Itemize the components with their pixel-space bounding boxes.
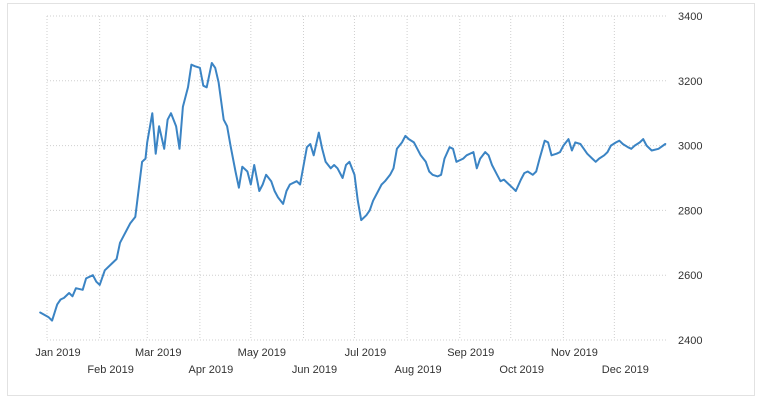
x-tick-label: Mar 2019 bbox=[135, 347, 181, 359]
x-tick-label: May 2019 bbox=[238, 347, 286, 359]
x-tick-label: Jun 2019 bbox=[292, 364, 337, 376]
x-tick-label: Jan 2019 bbox=[35, 347, 80, 359]
x-tick-label: Jul 2019 bbox=[345, 347, 387, 359]
chart-frame bbox=[7, 3, 755, 396]
x-tick-label: Dec 2019 bbox=[602, 364, 649, 376]
grid-layer bbox=[46, 15, 667, 341]
tick-label-layer: 2400 2600 2800 3000 3200 3400 Jan 2019 Feb 2019… bbox=[35, 11, 702, 376]
y-tick-label: 2600 bbox=[678, 270, 702, 282]
y-tick-label: 3200 bbox=[678, 76, 702, 88]
x-tick-label: Feb 2019 bbox=[87, 364, 133, 376]
series-line bbox=[39, 62, 667, 322]
x-tick-label: Aug 2019 bbox=[395, 364, 442, 376]
y-tick-label: 2800 bbox=[678, 205, 702, 217]
x-tick-label: Nov 2019 bbox=[551, 347, 598, 359]
y-tick-label: 3000 bbox=[678, 141, 702, 153]
x-tick-label: Apr 2019 bbox=[189, 364, 234, 376]
x-tick-label: Sep 2019 bbox=[447, 347, 494, 359]
y-tick-label: 3400 bbox=[678, 11, 702, 23]
y-tick-label: 2400 bbox=[678, 335, 702, 347]
x-tick-label: Oct 2019 bbox=[499, 364, 544, 376]
